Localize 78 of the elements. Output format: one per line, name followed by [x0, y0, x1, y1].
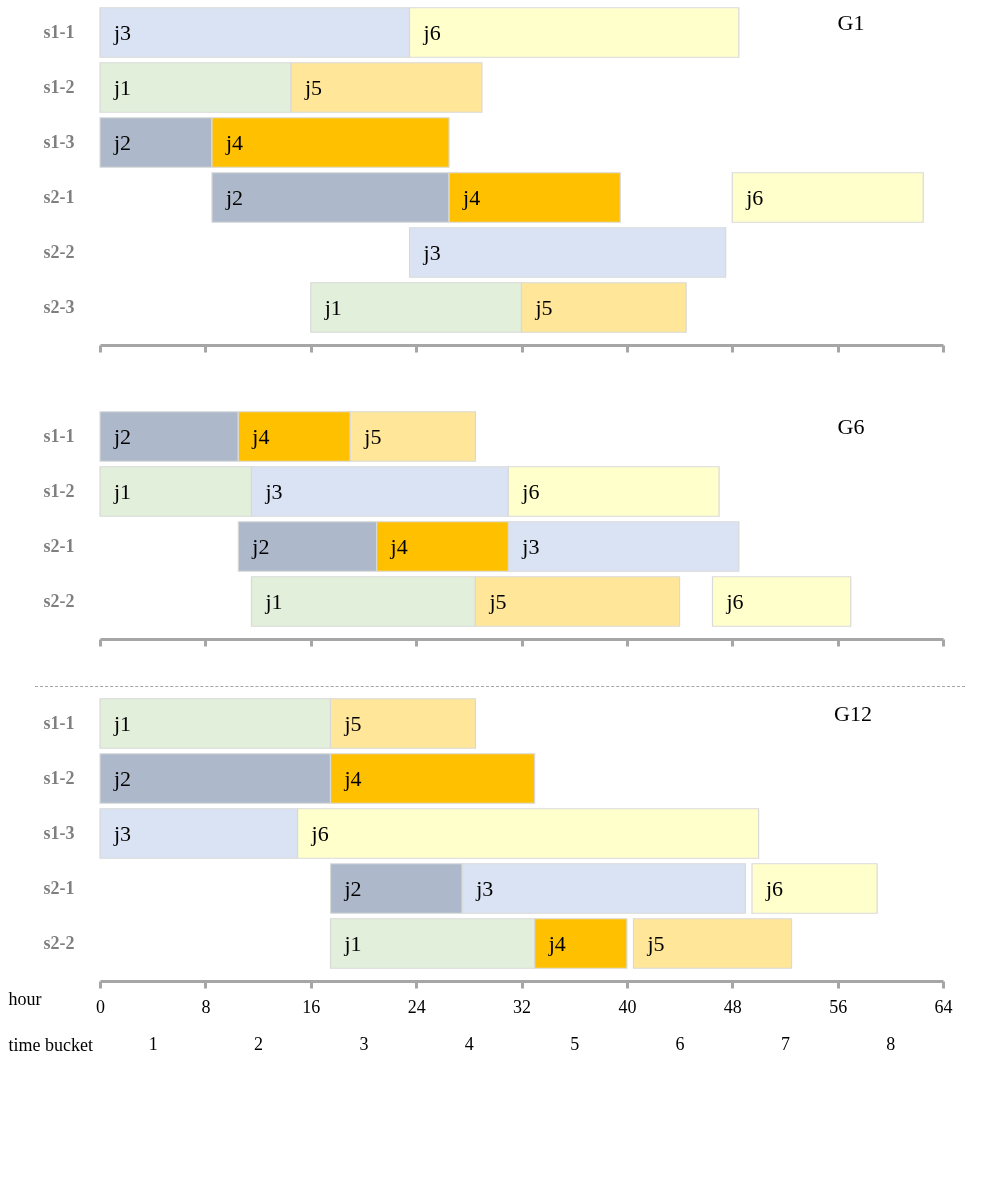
- series-label: j4: [343, 765, 362, 791]
- x-tick-label: 8: [201, 996, 211, 1017]
- x2-tick-label: 5: [570, 1033, 580, 1054]
- series-label: j3: [264, 478, 283, 504]
- series-label: j6: [521, 478, 540, 504]
- bar: [731, 172, 924, 223]
- y-tick-label: s1-2: [43, 76, 75, 97]
- y-tick-label: s1-1: [43, 425, 75, 446]
- chart-title: G12: [834, 701, 872, 726]
- y-tick-label: s1-3: [43, 822, 75, 843]
- bar: [751, 863, 878, 914]
- y-tick-label: s1-3: [43, 131, 75, 152]
- x-tick-label: 40: [618, 996, 637, 1017]
- series-label: j2: [113, 423, 132, 449]
- x2-tick-label: 7: [780, 1033, 790, 1054]
- y-tick-label: s2-2: [43, 241, 75, 262]
- x2-axis-title: time bucket: [8, 1034, 93, 1055]
- x-axis-title: hour: [8, 988, 42, 1009]
- text: j6: [726, 588, 744, 614]
- text: j5: [647, 930, 665, 956]
- series-label: j6: [422, 19, 441, 45]
- x-tick-label: 56: [829, 996, 848, 1017]
- series-label: j6: [310, 820, 329, 846]
- text: j2: [225, 184, 244, 210]
- x-tick-label: 32: [513, 996, 531, 1017]
- bar: [711, 576, 852, 627]
- series-label: j3: [113, 19, 132, 45]
- x-tick-label: 64: [934, 996, 953, 1017]
- bar: [632, 918, 793, 969]
- series-label: j4: [251, 423, 270, 449]
- y-tick-label: s1-2: [43, 767, 75, 788]
- text: j4: [390, 533, 408, 559]
- x-tick-label: 24: [407, 996, 426, 1017]
- text: j5: [535, 294, 553, 320]
- text: j1: [265, 588, 283, 614]
- text: j1: [324, 294, 342, 320]
- x2-tick-label: 1: [148, 1033, 158, 1054]
- series-label: j4: [224, 129, 244, 155]
- series-label: j1: [113, 478, 132, 504]
- text: j2: [252, 533, 270, 559]
- series-label: j5: [343, 710, 362, 736]
- x-tick-label: 48: [723, 996, 742, 1017]
- text: j6: [766, 875, 784, 901]
- y-tick-label: s2-1: [43, 877, 75, 898]
- text: j5: [489, 588, 507, 614]
- y-tick-label: s1-1: [43, 21, 75, 42]
- series-label: j2: [113, 765, 132, 791]
- series-label: j1: [113, 710, 132, 736]
- text: j4: [463, 184, 481, 210]
- text: j3: [522, 533, 540, 559]
- chart-title: G1: [837, 10, 865, 35]
- y-tick-label: s2-1: [43, 535, 75, 556]
- y-tick-label: s1-2: [43, 480, 75, 501]
- x2-tick-label: 6: [675, 1033, 685, 1054]
- x2-tick-label: 4: [464, 1033, 474, 1054]
- series-label: j5: [303, 74, 323, 100]
- text: j3: [423, 239, 441, 265]
- bar: [408, 227, 727, 278]
- series-label: j2: [113, 129, 132, 155]
- text: j2: [344, 875, 362, 901]
- x2-tick-label: 2: [254, 1033, 264, 1054]
- y-tick-label: s2-1: [43, 186, 75, 207]
- text: j4: [548, 930, 566, 956]
- text: j3: [476, 875, 494, 901]
- y-tick-label: s2-3: [43, 296, 75, 317]
- x-tick-label: 16: [302, 996, 321, 1017]
- text: j1: [344, 930, 362, 956]
- text: j6: [746, 184, 764, 210]
- y-tick-label: s2-2: [43, 932, 75, 953]
- y-tick-label: s2-2: [43, 590, 75, 611]
- x2-tick-label: 3: [359, 1033, 369, 1054]
- series-label: j3: [113, 820, 132, 846]
- x-tick-label: 0: [96, 996, 105, 1017]
- x2-tick-label: 8: [886, 1033, 896, 1054]
- y-tick-label: s1-1: [43, 712, 75, 733]
- series-label: j5: [363, 423, 382, 449]
- series-label: j1: [113, 74, 132, 100]
- chart-title: G6: [837, 414, 865, 439]
